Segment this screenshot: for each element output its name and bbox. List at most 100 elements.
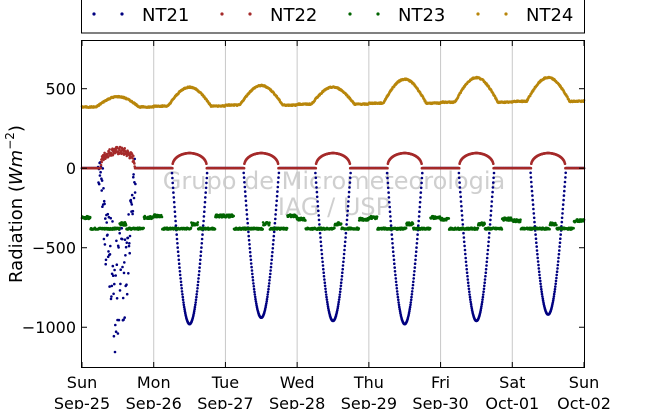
data-point xyxy=(531,203,535,206)
data-point xyxy=(125,283,128,287)
data-point xyxy=(562,194,566,197)
data-point xyxy=(466,278,470,281)
data-point xyxy=(102,199,106,203)
grid-lines xyxy=(153,41,513,367)
data-point xyxy=(195,295,198,299)
data-point xyxy=(322,271,326,275)
data-point xyxy=(106,255,110,259)
data-point xyxy=(320,252,324,256)
data-point xyxy=(203,210,206,213)
data-point xyxy=(193,305,197,309)
data-point xyxy=(205,176,209,180)
data-point xyxy=(386,181,390,185)
data-point xyxy=(103,151,106,155)
data-point xyxy=(265,300,269,303)
data-point xyxy=(410,293,414,296)
data-point xyxy=(103,202,106,206)
data-point xyxy=(533,220,536,224)
data-point xyxy=(554,279,558,283)
data-point xyxy=(183,307,186,311)
data-point xyxy=(244,204,248,207)
data-point xyxy=(552,295,556,298)
data-point xyxy=(480,302,484,306)
data-point xyxy=(530,189,534,193)
data-point xyxy=(118,289,122,292)
data-point xyxy=(172,196,176,199)
data-point xyxy=(466,281,470,285)
data-point xyxy=(343,240,347,244)
data-point xyxy=(317,214,321,217)
data-point xyxy=(463,248,467,252)
data-point xyxy=(273,221,277,225)
data-point xyxy=(396,293,399,296)
data-point xyxy=(476,226,480,230)
data-point xyxy=(251,272,254,276)
data-point xyxy=(324,290,328,294)
data-point xyxy=(417,224,420,227)
data-point xyxy=(277,176,280,179)
data-point xyxy=(252,282,255,285)
data-point xyxy=(133,157,136,161)
data-point xyxy=(99,170,102,174)
data-point xyxy=(250,269,254,272)
data-point xyxy=(412,280,415,284)
data-point xyxy=(413,270,416,273)
data-point xyxy=(122,318,125,322)
data-point xyxy=(127,244,131,248)
data-point xyxy=(285,226,289,230)
data-point xyxy=(249,258,253,262)
data-point xyxy=(491,190,494,194)
data-point xyxy=(386,186,390,190)
data-point xyxy=(554,285,557,288)
data-point xyxy=(326,302,329,306)
data-point xyxy=(349,171,352,175)
data-point xyxy=(243,181,246,184)
data-point xyxy=(276,190,279,193)
data-point xyxy=(110,272,114,276)
data-point xyxy=(196,280,200,284)
data-point xyxy=(564,176,567,179)
data-point xyxy=(322,274,326,278)
data-point xyxy=(270,254,274,258)
data-point xyxy=(174,224,178,227)
data-point xyxy=(201,224,205,227)
data-point xyxy=(196,221,200,224)
data-point xyxy=(519,218,522,221)
data-point xyxy=(200,237,204,241)
data-point xyxy=(530,185,533,188)
data-point xyxy=(410,290,414,293)
data-point xyxy=(315,190,319,194)
data-point xyxy=(484,274,487,278)
data-point xyxy=(418,210,421,213)
data-point xyxy=(113,268,116,272)
data-point xyxy=(193,307,196,311)
data-point xyxy=(486,252,489,256)
data-point xyxy=(175,233,178,236)
data-point xyxy=(559,233,562,236)
data-point xyxy=(561,212,564,215)
data-point xyxy=(539,285,543,288)
data-point xyxy=(107,250,110,253)
data-point xyxy=(541,295,544,298)
data-point xyxy=(532,212,536,215)
data-point xyxy=(109,297,113,301)
data-point xyxy=(195,293,198,296)
data-point xyxy=(393,266,397,269)
data-point xyxy=(347,190,351,194)
data-point xyxy=(555,223,558,227)
data-point xyxy=(205,162,208,165)
data-point xyxy=(337,298,341,301)
data-point xyxy=(130,193,134,197)
data-point xyxy=(174,219,177,223)
data-point xyxy=(343,244,347,248)
data-point xyxy=(194,303,197,307)
data-point xyxy=(552,297,555,300)
data-point xyxy=(562,198,565,202)
data-point xyxy=(261,228,265,231)
data-point xyxy=(115,239,118,243)
data-point xyxy=(121,265,124,269)
data-point xyxy=(485,256,489,260)
data-point xyxy=(323,281,327,285)
data-point xyxy=(205,171,209,175)
